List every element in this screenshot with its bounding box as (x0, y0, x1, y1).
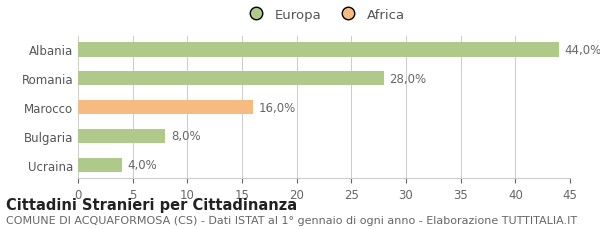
Bar (78, 158, 122, 172)
Text: COMUNE DI ACQUAFORMOSA (CS) - Dati ISTAT al 1° gennaio di ogni anno - Elaborazio: COMUNE DI ACQUAFORMOSA (CS) - Dati ISTAT… (6, 215, 577, 225)
Text: 44,0%: 44,0% (565, 44, 600, 57)
Text: Cittadini Stranieri per Cittadinanza: Cittadini Stranieri per Cittadinanza (6, 197, 297, 212)
Text: 8,0%: 8,0% (171, 130, 200, 143)
Bar (78, 72, 384, 86)
Bar (78, 101, 253, 115)
Legend: Europa, Africa: Europa, Africa (238, 4, 410, 27)
Text: 28,0%: 28,0% (389, 72, 427, 85)
Bar (78, 43, 559, 57)
Text: 4,0%: 4,0% (127, 158, 157, 172)
Text: 16,0%: 16,0% (259, 101, 296, 114)
Bar (78, 129, 166, 144)
